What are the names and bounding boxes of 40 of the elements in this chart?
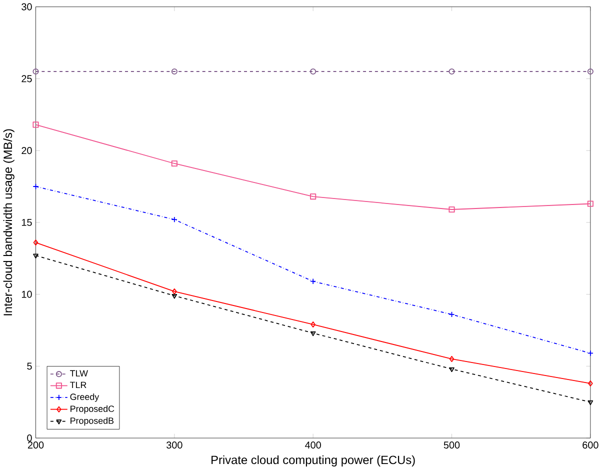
x-tick-label: 400	[305, 442, 321, 449]
point	[171, 68, 178, 75]
y-tick-label: 25	[22, 75, 32, 82]
point	[310, 278, 316, 285]
y-tick-label: 0	[27, 434, 32, 442]
point	[310, 322, 316, 328]
y-tick-label: 15	[22, 219, 32, 226]
y-tick-label: 30	[22, 3, 32, 10]
point	[587, 68, 594, 75]
point	[33, 254, 38, 259]
point	[448, 68, 455, 75]
point	[32, 122, 39, 128]
point	[171, 216, 178, 223]
x-tick-label: 500	[444, 442, 460, 449]
x-tick-label: 200	[28, 442, 44, 449]
y-axis-title: Inter-cloud bandwidth usage (MB/s)	[3, 129, 14, 316]
point	[587, 200, 594, 207]
x-axis-title: Private cloud computing power (ECUs)	[212, 456, 415, 467]
legend-label: ProposedB	[70, 417, 114, 426]
legend-label: Greedy	[70, 394, 100, 402]
legend-label: TLW	[70, 370, 88, 377]
y-tick-label: 10	[22, 290, 32, 298]
legend-label: ProposedC	[70, 405, 114, 414]
point	[587, 350, 594, 356]
point	[449, 367, 454, 372]
legend-label: TLR	[70, 382, 86, 388]
point	[310, 331, 316, 336]
point	[448, 206, 455, 213]
point	[32, 184, 39, 190]
y-tick-label: 20	[22, 147, 32, 154]
x-tick-label: 600	[582, 442, 598, 449]
point	[449, 356, 454, 362]
point	[588, 400, 594, 406]
point	[32, 68, 39, 75]
point	[310, 194, 316, 200]
x-tick-label: 300	[166, 442, 182, 449]
point	[171, 160, 178, 167]
point	[310, 68, 316, 75]
point	[172, 294, 178, 299]
y-tick-label: 5	[27, 362, 32, 370]
